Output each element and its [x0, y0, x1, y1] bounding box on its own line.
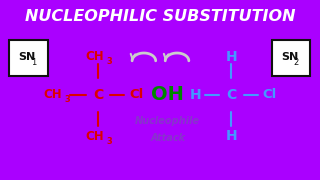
Text: H: H — [225, 50, 237, 64]
Text: OH: OH — [151, 86, 184, 104]
Text: 1: 1 — [31, 58, 36, 67]
FancyBboxPatch shape — [9, 39, 48, 76]
Text: Attack: Attack — [150, 133, 185, 143]
Text: CH: CH — [86, 130, 104, 143]
Text: Cl: Cl — [263, 88, 277, 102]
FancyBboxPatch shape — [271, 39, 310, 76]
Text: CH: CH — [44, 88, 62, 102]
Text: 3: 3 — [106, 57, 112, 66]
Text: 3: 3 — [65, 95, 71, 104]
Text: C: C — [226, 88, 236, 102]
Text: SN: SN — [18, 52, 36, 62]
Text: H: H — [190, 88, 201, 102]
Text: SN: SN — [281, 52, 298, 62]
Text: Cl: Cl — [130, 88, 144, 102]
Text: H: H — [225, 129, 237, 143]
Text: 3: 3 — [106, 137, 112, 146]
Text: Nucleophile: Nucleophile — [135, 116, 200, 126]
Text: CH: CH — [86, 50, 104, 63]
Text: NUCLEOPHILIC SUBSTITUTION: NUCLEOPHILIC SUBSTITUTION — [25, 9, 295, 24]
Text: C: C — [93, 88, 103, 102]
Text: 2: 2 — [293, 58, 299, 67]
